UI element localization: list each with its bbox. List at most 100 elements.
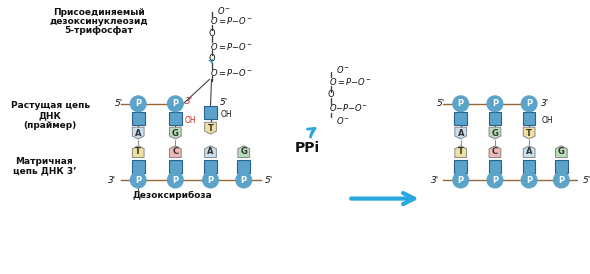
Polygon shape xyxy=(489,127,501,139)
Text: A: A xyxy=(207,147,214,156)
Text: P: P xyxy=(135,176,141,184)
Text: G: G xyxy=(172,129,179,138)
Polygon shape xyxy=(455,127,467,139)
Text: Присоединяемый: Присоединяемый xyxy=(53,8,145,17)
Text: Растущая цепь: Растущая цепь xyxy=(11,101,90,110)
Circle shape xyxy=(236,172,251,188)
Polygon shape xyxy=(169,127,181,139)
Polygon shape xyxy=(132,146,144,158)
Text: A: A xyxy=(526,147,532,156)
Text: 5': 5' xyxy=(266,176,274,184)
Text: G: G xyxy=(240,147,247,156)
Text: P: P xyxy=(172,99,178,108)
Text: P: P xyxy=(526,176,532,184)
Bar xyxy=(237,160,250,173)
Bar xyxy=(169,112,182,125)
Text: P: P xyxy=(458,176,464,184)
Text: $O^{-}$: $O^{-}$ xyxy=(217,5,231,16)
Bar xyxy=(169,160,182,173)
Text: 3': 3' xyxy=(431,176,439,184)
FancyArrowPatch shape xyxy=(209,59,212,63)
Text: P: P xyxy=(241,176,247,184)
Text: A: A xyxy=(135,129,142,138)
Text: $O{=}P{-}O^{-}$: $O{=}P{-}O^{-}$ xyxy=(209,41,252,52)
Bar xyxy=(555,160,568,173)
Text: $O^{-}$: $O^{-}$ xyxy=(336,64,349,75)
Text: C: C xyxy=(492,147,498,156)
Circle shape xyxy=(487,172,503,188)
FancyArrowPatch shape xyxy=(307,128,315,137)
Text: 3': 3' xyxy=(185,97,194,106)
Text: P: P xyxy=(135,99,141,108)
Text: T: T xyxy=(526,129,532,138)
Polygon shape xyxy=(238,146,250,158)
Text: 3': 3' xyxy=(541,99,549,108)
Polygon shape xyxy=(523,127,535,139)
Text: Дезоксирибоза: Дезоксирибоза xyxy=(133,191,212,200)
Bar xyxy=(489,160,502,173)
Text: 5': 5' xyxy=(220,98,228,107)
Text: O: O xyxy=(208,54,215,63)
Bar xyxy=(132,160,145,173)
Circle shape xyxy=(168,172,183,188)
Circle shape xyxy=(522,96,537,112)
Text: $O^{-}$: $O^{-}$ xyxy=(336,115,349,126)
Text: G: G xyxy=(558,147,565,156)
Text: $O{=}P{-}O^{-}$: $O{=}P{-}O^{-}$ xyxy=(329,76,371,87)
Text: 5-трифосфат: 5-трифосфат xyxy=(65,26,133,35)
Text: T: T xyxy=(135,147,141,156)
Polygon shape xyxy=(523,146,535,158)
Circle shape xyxy=(487,96,503,112)
Polygon shape xyxy=(132,127,144,139)
Text: 5': 5' xyxy=(583,176,590,184)
Circle shape xyxy=(522,172,537,188)
Bar xyxy=(489,112,502,125)
Text: P: P xyxy=(558,176,565,184)
Circle shape xyxy=(168,96,183,112)
Polygon shape xyxy=(455,146,467,158)
Text: A: A xyxy=(457,129,464,138)
Text: (праймер): (праймер) xyxy=(24,121,77,130)
Text: C: C xyxy=(172,147,178,156)
Polygon shape xyxy=(205,122,217,134)
Text: $O{=}P{-}O^{-}$: $O{=}P{-}O^{-}$ xyxy=(209,15,252,26)
Circle shape xyxy=(553,172,569,188)
Polygon shape xyxy=(489,146,501,158)
Text: O: O xyxy=(327,90,334,99)
Bar xyxy=(523,160,536,173)
Text: OH: OH xyxy=(220,110,232,119)
Circle shape xyxy=(203,172,218,188)
Text: 3': 3' xyxy=(109,176,117,184)
Circle shape xyxy=(453,96,468,112)
Text: P: P xyxy=(458,99,464,108)
Text: T: T xyxy=(208,124,214,133)
Bar xyxy=(132,112,145,125)
Text: P: P xyxy=(492,99,498,108)
Text: цепь ДНК 3’: цепь ДНК 3’ xyxy=(12,167,76,176)
Text: $O{-}P{-}O^{-}$: $O{-}P{-}O^{-}$ xyxy=(329,102,368,113)
Text: OH: OH xyxy=(542,116,553,125)
Bar xyxy=(454,160,467,173)
Text: G: G xyxy=(491,129,499,138)
Text: дезоксинуклеозид: дезоксинуклеозид xyxy=(50,17,149,26)
Text: T: T xyxy=(458,147,464,156)
Text: OH: OH xyxy=(185,116,196,125)
Text: P: P xyxy=(172,176,178,184)
Text: $O{=}P{-}O^{-}$: $O{=}P{-}O^{-}$ xyxy=(209,67,252,78)
Text: PPi: PPi xyxy=(295,141,320,155)
Text: P: P xyxy=(492,176,498,184)
Text: P: P xyxy=(526,99,532,108)
Text: O: O xyxy=(208,29,215,38)
Polygon shape xyxy=(169,146,181,158)
Text: ДНК: ДНК xyxy=(39,111,62,120)
FancyArrowPatch shape xyxy=(351,193,414,204)
Circle shape xyxy=(453,172,468,188)
Circle shape xyxy=(130,96,146,112)
Text: 5': 5' xyxy=(437,99,445,108)
Bar xyxy=(454,112,467,125)
Circle shape xyxy=(130,172,146,188)
Text: P: P xyxy=(208,176,214,184)
Bar xyxy=(204,160,217,173)
Polygon shape xyxy=(556,146,567,158)
Text: Матричная: Матричная xyxy=(15,157,73,166)
